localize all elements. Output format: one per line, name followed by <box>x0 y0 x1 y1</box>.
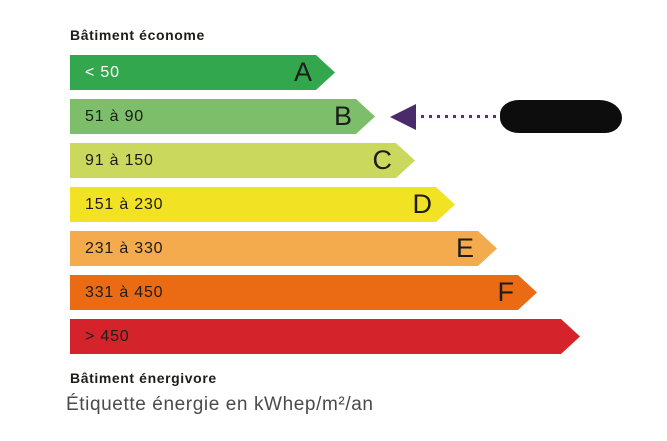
bar-letter: C <box>372 145 392 175</box>
bar-range-label: 151 à 230 <box>85 195 164 213</box>
pointer-arrow-icon <box>390 103 416 130</box>
bottom-annotation: Bâtiment énergivore <box>70 370 217 386</box>
current-class-pointer <box>390 99 622 134</box>
caption: Étiquette énergie en kWhep/m²/an <box>66 394 374 415</box>
energy-bar-e: 231 à 330 E <box>70 231 497 266</box>
energy-bar-a: < 50 A <box>70 55 335 90</box>
bar-range-label: < 50 <box>85 63 120 81</box>
dotted-connector <box>421 115 499 118</box>
top-annotation: Bâtiment économe <box>70 27 205 43</box>
bar-range-label: 231 à 330 <box>85 239 164 257</box>
bar-letter: B <box>333 101 352 131</box>
bar-range-label: 331 à 450 <box>85 283 164 301</box>
bar-range-label: > 450 <box>85 327 130 345</box>
redacted-value-blob <box>500 100 622 133</box>
energy-bar-d: 151 à 230 D <box>70 187 455 222</box>
bar-letter: A <box>293 57 312 87</box>
energy-bar-c: 91 à 150 C <box>70 143 415 178</box>
energy-scale: < 50 A 51 à 90 B 91 à 150 C 151 à 230 D … <box>70 55 580 363</box>
energy-bar-f: 331 à 450 F <box>70 275 537 310</box>
bar-range-label: 51 à 90 <box>85 107 144 125</box>
bar-range-label: 91 à 150 <box>85 151 154 169</box>
bar-letter: D <box>412 189 432 219</box>
energy-bar-g: > 450 <box>70 319 580 354</box>
bar-letter: F <box>497 277 514 307</box>
energy-bar-b: 51 à 90 B <box>70 99 375 134</box>
bar-letter: E <box>455 233 474 263</box>
